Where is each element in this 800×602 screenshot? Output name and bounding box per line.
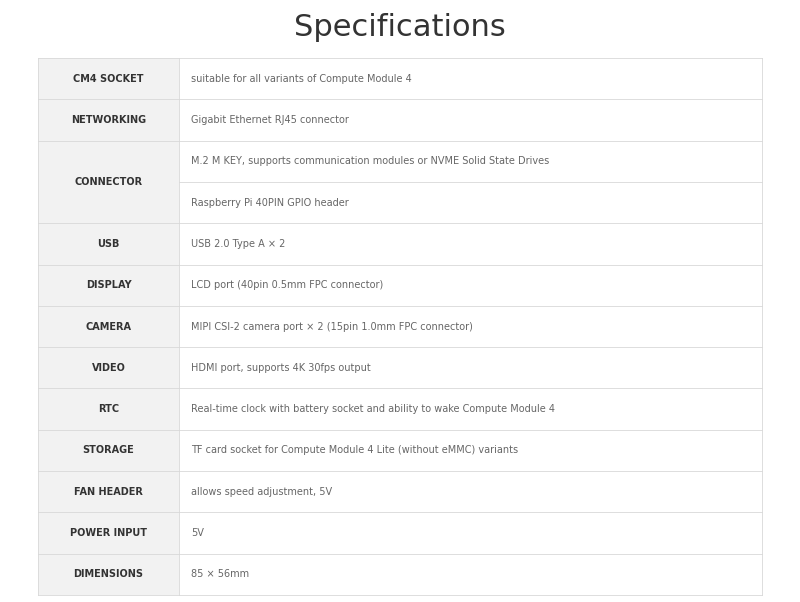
Text: LCD port (40pin 0.5mm FPC connector): LCD port (40pin 0.5mm FPC connector) — [191, 280, 383, 290]
Text: Gigabit Ethernet RJ45 connector: Gigabit Ethernet RJ45 connector — [191, 115, 349, 125]
Bar — [38, 430, 179, 471]
Bar — [179, 347, 762, 388]
Bar — [179, 554, 762, 595]
Bar — [38, 99, 179, 141]
Text: allows speed adjustment, 5V: allows speed adjustment, 5V — [191, 487, 332, 497]
Bar — [179, 99, 762, 141]
Text: MIPI CSI-2 camera port × 2 (15pin 1.0mm FPC connector): MIPI CSI-2 camera port × 2 (15pin 1.0mm … — [191, 321, 473, 332]
Text: HDMI port, supports 4K 30fps output: HDMI port, supports 4K 30fps output — [191, 363, 371, 373]
Text: TF card socket for Compute Module 4 Lite (without eMMC) variants: TF card socket for Compute Module 4 Lite… — [191, 445, 518, 456]
Text: STORAGE: STORAGE — [82, 445, 134, 456]
Bar — [179, 388, 762, 430]
Bar — [38, 347, 179, 388]
Bar — [179, 58, 762, 99]
Bar — [179, 512, 762, 554]
Bar — [179, 306, 762, 347]
Text: CAMERA: CAMERA — [86, 321, 131, 332]
Text: USB 2.0 Type A × 2: USB 2.0 Type A × 2 — [191, 239, 286, 249]
Bar — [38, 512, 179, 554]
Text: M.2 M KEY, supports communication modules or NVME Solid State Drives: M.2 M KEY, supports communication module… — [191, 157, 550, 166]
Bar — [38, 306, 179, 347]
Text: CONNECTOR: CONNECTOR — [74, 177, 142, 187]
Text: CM4 SOCKET: CM4 SOCKET — [74, 73, 144, 84]
Text: 85 × 56mm: 85 × 56mm — [191, 569, 250, 579]
Text: Real-time clock with battery socket and ability to wake Compute Module 4: Real-time clock with battery socket and … — [191, 404, 555, 414]
Bar — [38, 223, 179, 264]
Bar — [179, 223, 762, 264]
Text: NETWORKING: NETWORKING — [71, 115, 146, 125]
Text: RTC: RTC — [98, 404, 119, 414]
Text: USB: USB — [98, 239, 120, 249]
Text: Specifications: Specifications — [294, 13, 506, 43]
Bar — [179, 264, 762, 306]
Bar — [179, 430, 762, 471]
Bar — [38, 58, 179, 99]
Text: Raspberry Pi 40PIN GPIO header: Raspberry Pi 40PIN GPIO header — [191, 197, 349, 208]
Bar — [38, 264, 179, 306]
Text: DISPLAY: DISPLAY — [86, 280, 131, 290]
Text: FAN HEADER: FAN HEADER — [74, 487, 143, 497]
Bar — [38, 471, 179, 512]
Text: VIDEO: VIDEO — [92, 363, 126, 373]
Bar — [38, 388, 179, 430]
Text: 5V: 5V — [191, 528, 204, 538]
Bar — [38, 554, 179, 595]
Bar — [179, 471, 762, 512]
Text: suitable for all variants of Compute Module 4: suitable for all variants of Compute Mod… — [191, 73, 412, 84]
Bar — [38, 141, 179, 223]
Text: POWER INPUT: POWER INPUT — [70, 528, 147, 538]
Text: DIMENSIONS: DIMENSIONS — [74, 569, 143, 579]
Bar — [179, 141, 762, 223]
